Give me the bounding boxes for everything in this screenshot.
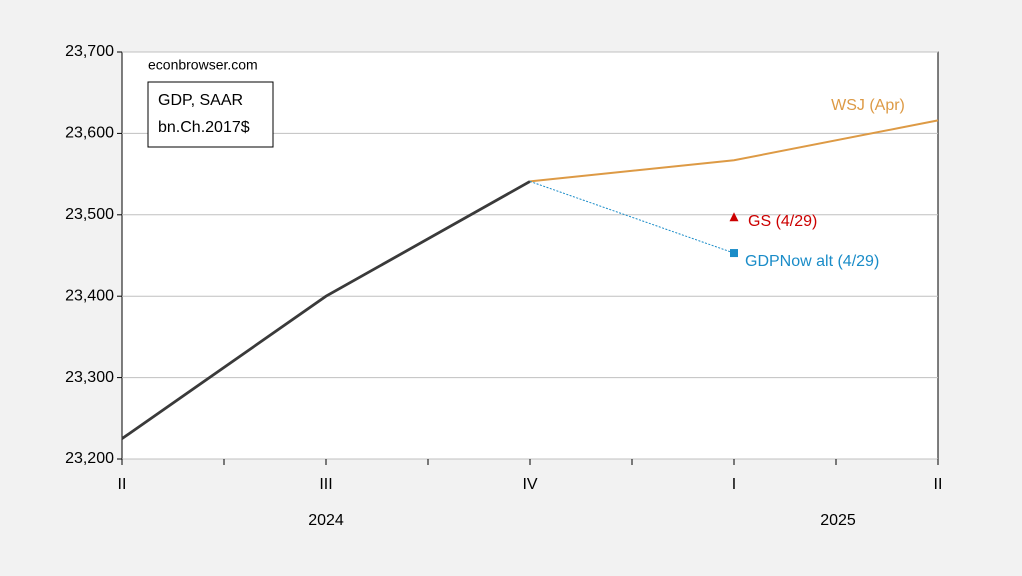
series-label: GDPNow alt (4/29)	[745, 253, 879, 270]
y-tick-label: 23,300	[65, 369, 114, 386]
units-label: bn.Ch.2017$	[158, 119, 250, 136]
y-tick-label: 23,600	[65, 125, 114, 142]
y-tick-label: 23,400	[65, 287, 114, 304]
series-label: WSJ (Apr)	[831, 97, 905, 114]
y-tick-label: 23,700	[65, 43, 114, 60]
source-note: econbrowser.com	[148, 57, 258, 73]
series-line	[529, 119, 939, 183]
year-label: 2024	[308, 512, 344, 529]
series-label: GS (4/29)	[748, 213, 817, 230]
units-box	[147, 81, 274, 148]
x-tick-label: IV	[522, 476, 537, 493]
x-tick-label: II	[934, 476, 943, 493]
y-tick-label: 23,500	[65, 206, 114, 223]
x-tick-label: II	[118, 476, 127, 493]
x-tick-label: III	[319, 476, 332, 493]
series-line	[529, 180, 735, 254]
marker	[730, 249, 738, 258]
y-tick-label: 23,200	[65, 450, 114, 467]
units-label: GDP, SAAR	[158, 92, 243, 109]
marker	[729, 212, 739, 222]
year-label: 2025	[820, 512, 856, 529]
series-line	[121, 180, 531, 440]
x-tick-label: I	[732, 476, 736, 493]
